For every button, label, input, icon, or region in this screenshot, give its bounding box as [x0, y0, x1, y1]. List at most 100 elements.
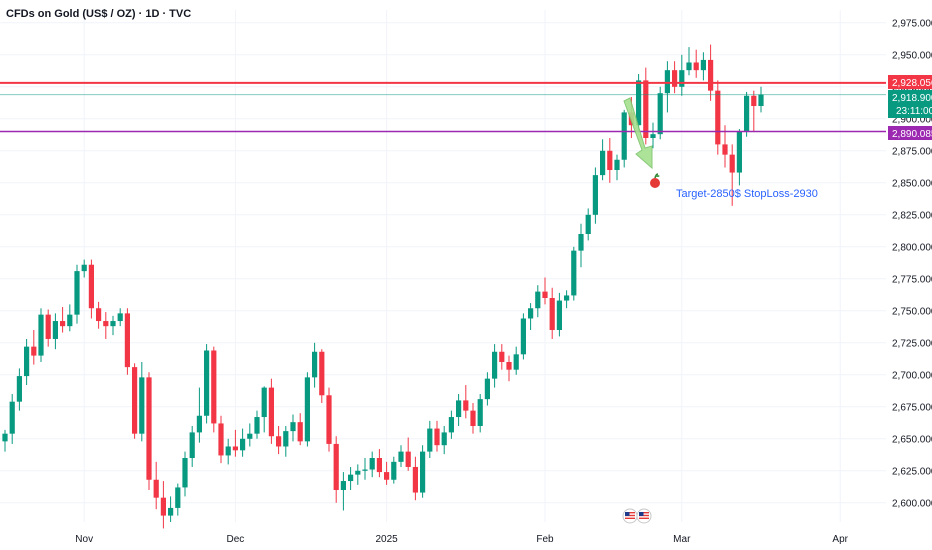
- price-tick-label: 2,875.000: [892, 146, 932, 157]
- candle: [31, 330, 37, 365]
- candle-body: [672, 70, 678, 87]
- candle: [499, 344, 505, 370]
- candle: [585, 208, 591, 241]
- candle: [729, 144, 735, 206]
- candle-body: [657, 93, 663, 135]
- candle-body: [722, 144, 728, 155]
- candle: [96, 301, 102, 329]
- candle: [24, 338, 30, 386]
- candle: [708, 44, 714, 101]
- us-flag-icon[interactable]: [622, 508, 638, 524]
- candle-body: [506, 362, 512, 370]
- candle-body: [247, 433, 253, 439]
- candle: [247, 423, 253, 447]
- candle: [376, 449, 382, 478]
- price-tick-label: 2,750.000: [892, 306, 932, 317]
- price-tick-label: 2,600.000: [892, 498, 932, 509]
- candle: [2, 429, 8, 452]
- candle: [333, 436, 339, 503]
- candle: [751, 90, 757, 132]
- candle: [254, 410, 260, 439]
- time-tick-label: Apr: [832, 534, 848, 545]
- candle-body: [492, 351, 498, 379]
- price-tick-label: 2,725.000: [892, 338, 932, 349]
- candle: [744, 91, 750, 137]
- candle-body: [290, 422, 296, 432]
- candle-body: [434, 428, 440, 446]
- candle-body: [139, 377, 145, 434]
- candle: [67, 304, 73, 332]
- candle-body: [225, 446, 231, 456]
- candle-body: [535, 291, 541, 309]
- candle: [81, 259, 87, 278]
- candle: [124, 308, 130, 375]
- candle-body: [412, 466, 418, 493]
- candle: [16, 368, 22, 411]
- candle-body: [16, 376, 22, 402]
- us-flag-icon[interactable]: [636, 508, 652, 524]
- candle-body: [585, 214, 591, 234]
- candle-body: [607, 150, 613, 170]
- svg-text:2,918.900: 2,918.900: [892, 93, 932, 104]
- countdown-label: 23:11:00: [896, 106, 932, 117]
- candle: [549, 287, 555, 339]
- candle: [153, 461, 159, 510]
- candle: [477, 394, 483, 433]
- candle-body: [571, 250, 577, 296]
- candle-body: [592, 175, 598, 215]
- candle: [218, 415, 224, 464]
- candle-body: [384, 472, 390, 480]
- candle: [74, 264, 80, 324]
- candle: [506, 355, 512, 382]
- candle: [189, 426, 195, 467]
- candle: [168, 496, 174, 522]
- candle: [607, 138, 613, 183]
- candle-body: [124, 313, 130, 368]
- candle: [117, 308, 123, 327]
- candle: [276, 426, 282, 455]
- time-tick-label: Dec: [227, 534, 245, 545]
- candle-body: [456, 400, 462, 418]
- candle-body: [240, 438, 246, 451]
- price-tick-label: 2,700.000: [892, 370, 932, 381]
- candle: [348, 466, 354, 490]
- candle: [427, 420, 433, 458]
- candle: [528, 303, 534, 330]
- candle: [146, 372, 152, 490]
- price-tick-label: 2,950.000: [892, 50, 932, 61]
- candle: [679, 54, 685, 96]
- candle: [571, 246, 577, 301]
- candle: [38, 308, 44, 362]
- candle: [535, 285, 541, 318]
- candle: [614, 154, 620, 181]
- candle: [542, 277, 548, 305]
- candle: [736, 129, 742, 186]
- candle: [600, 139, 606, 181]
- candle: [686, 47, 692, 76]
- candle: [369, 451, 375, 478]
- price-tick-label: 2,650.000: [892, 434, 932, 445]
- price-tick-label: 2,675.000: [892, 402, 932, 413]
- candle: [160, 481, 166, 529]
- candle: [448, 410, 454, 439]
- candle-body: [2, 433, 8, 442]
- candle: [340, 472, 346, 511]
- candle-body: [355, 470, 361, 475]
- candle: [362, 458, 368, 480]
- candle-body: [103, 321, 109, 327]
- candle-body: [420, 451, 426, 493]
- candle: [326, 387, 332, 452]
- candle-body: [708, 59, 714, 91]
- candle: [592, 167, 598, 224]
- time-axis[interactable]: NovDec2025FebMarAprMay: [75, 534, 932, 545]
- candle: [88, 259, 94, 319]
- candle: [110, 315, 116, 336]
- candle-body: [621, 112, 627, 160]
- candle: [103, 312, 109, 339]
- candle-body: [636, 80, 642, 126]
- candle-body: [261, 387, 267, 418]
- candle-body: [175, 487, 181, 508]
- candle: [672, 61, 678, 94]
